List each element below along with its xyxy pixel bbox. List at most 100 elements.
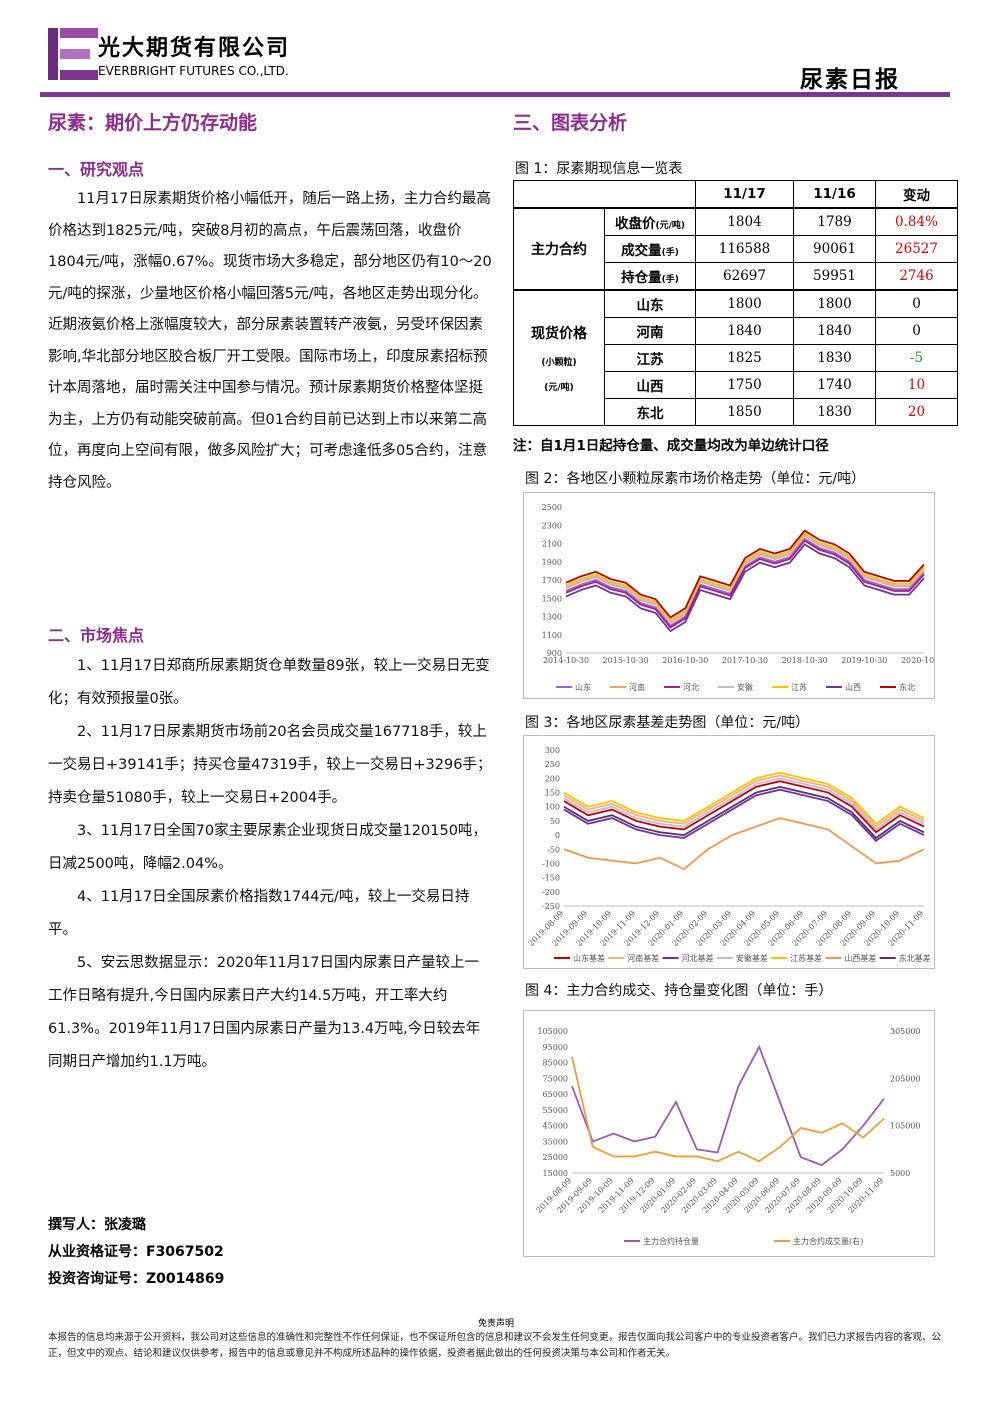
chart: 900 1100 1300 1500 1700 1900 2100 2300 2500 2014-…	[523, 492, 935, 699]
cell: 1740	[793, 371, 876, 399]
y-tick-label: 75000	[543, 1074, 568, 1083]
company-cn: 光大期货有限公司	[98, 36, 291, 61]
cell: 90061	[793, 235, 876, 263]
x-tick-label: 2018-10-30	[782, 656, 828, 665]
chart: 15000 25000 35000 45000 55000 65000 75000 85000…	[523, 1010, 935, 1257]
paragraph: 5、安云思数据显示：2020年11月17日国内尿素日产量较上一工作日略有提升,今…	[48, 955, 481, 1070]
y-tick-label: 50	[550, 817, 560, 826]
y-tick-label: 150	[545, 789, 560, 798]
logo	[48, 28, 98, 80]
legend-label: 河北	[683, 682, 699, 692]
legend-label: 山西	[845, 682, 861, 692]
table-note: 注：自1月1日起持仓量、成交量均改为单边统计口径	[513, 438, 829, 454]
series-line	[563, 777, 925, 831]
paragraph: 2、11月17日尿素期货市场前20名会员成交量167718手，较上一交易日+39…	[48, 724, 492, 806]
cell: 1840	[793, 317, 876, 345]
cell: 1830	[793, 344, 876, 372]
row-label: 持仓量(手)	[604, 262, 696, 291]
row-name: 东北	[636, 406, 664, 422]
cell: 116588	[694, 235, 795, 263]
cell: 1750	[694, 371, 795, 399]
table-row: 现货价格 (小颗粒) (元/吨) 山东 1800 1800 0	[513, 289, 958, 426]
legend-label: 安徽	[737, 682, 753, 692]
y-tick-label: 250	[545, 760, 560, 769]
group-label: 主力合约	[513, 207, 605, 291]
series-line	[565, 532, 925, 622]
report-name: 尿素日报	[800, 67, 900, 93]
legend-label: 江苏	[791, 682, 807, 692]
y-tick-label: -50	[547, 845, 560, 854]
author-line: 投资咨询证号：Z0014869	[48, 1271, 225, 1287]
series-line	[563, 785, 925, 840]
cell: 0	[875, 289, 958, 318]
y-tick-label: 15000	[543, 1169, 568, 1178]
table-row: 河南 1840 1840 0	[514, 317, 958, 345]
row-unit: (手)	[661, 248, 679, 258]
y-tick-label: -250	[542, 902, 560, 911]
row-name: 持仓量	[621, 270, 662, 286]
y-tick-label: -150	[542, 874, 560, 883]
row-name: 山西	[636, 379, 664, 395]
y-tick-label: 2300	[542, 521, 562, 530]
legend-label: 江苏基差	[790, 953, 822, 963]
row-unit: (元/吨)	[655, 221, 685, 231]
cell: -5	[875, 344, 958, 372]
headline: 尿素：期价上方仍存动能	[48, 112, 258, 134]
legend-label: 河北基差	[682, 953, 714, 963]
y-tick-label: 0	[555, 831, 560, 840]
legend-label: 主力合约成交量(右)	[793, 1236, 863, 1246]
paragraph: 4、11月17日全国尿素价格指数1744元/吨，较上一交易日持平。	[48, 889, 470, 938]
y2-tick-label: 305000	[890, 1027, 921, 1036]
y-tick-label: 1500	[542, 594, 562, 603]
y-tick-label: 105000	[537, 1027, 568, 1036]
group-sublabel: (元/吨)	[544, 383, 574, 393]
row-name: 山东	[636, 298, 664, 314]
series-line	[563, 788, 925, 842]
row-label: 山东	[604, 289, 696, 318]
cell: 1825	[694, 344, 795, 372]
series-line	[565, 534, 925, 624]
y-tick-label: 85000	[543, 1059, 568, 1068]
analysis-title: 三、图表分析	[513, 112, 628, 134]
x-tick-label: 2016-10-30	[662, 656, 708, 665]
cell: 1840	[694, 317, 795, 345]
table-row: 山西 1750 1740 10	[514, 371, 958, 399]
series-line	[565, 535, 925, 625]
section-title: 二、市场焦点	[48, 626, 145, 645]
series-line	[565, 537, 925, 627]
row-label: 山西	[604, 371, 696, 399]
y-tick-label: 200	[545, 774, 560, 783]
paragraph: 1、11月17日郑商所尿素期货仓单数量89张，较上一交易日无变化；有效预报量0张…	[48, 658, 490, 707]
cell: 1789	[793, 207, 876, 236]
y-tick-label: 2500	[542, 503, 562, 512]
y-tick-label: -100	[542, 859, 560, 868]
header-cell: 11/17	[694, 180, 795, 209]
y-tick-label: 900	[547, 649, 562, 658]
header-cell: 变动	[875, 180, 958, 209]
series-line	[565, 539, 925, 629]
cell: 26527	[875, 235, 958, 263]
y-tick-label: 45000	[543, 1122, 568, 1131]
author-line: 撰写人：张凌璐	[48, 1217, 146, 1233]
row-label: 江苏	[604, 344, 696, 372]
y-tick-label: 95000	[543, 1043, 568, 1052]
cell: 2746	[875, 262, 958, 291]
row-label: 东北	[604, 398, 696, 426]
y2-tick-label: 205000	[890, 1074, 921, 1083]
figure-caption: 图 2：各地区小颗粒尿素市场价格走势（单位：元/吨）	[525, 471, 866, 487]
x-tick-label: 2015-10-30	[603, 656, 649, 665]
table-row: 东北 1850 1830 20	[514, 398, 958, 426]
table-row: 主力合约 收盘价(元/吨) 1804 1789 0.84%	[513, 207, 958, 291]
series-line	[571, 1056, 885, 1163]
y2-tick-label: 5000	[890, 1169, 910, 1178]
chart: -250-200-150-100-50050100150200250300201…	[523, 735, 935, 969]
legend-label: 山东	[575, 682, 591, 692]
y-tick-label: 1100	[542, 631, 562, 640]
row-name: 成交量	[621, 243, 662, 259]
row-label: 河南	[604, 317, 696, 345]
info-table: 11/17 11/16 变动 主力合约 收盘价(元/吨) 1804 1789 0.84% 成交量…	[513, 180, 958, 426]
row-name: 江苏	[636, 352, 664, 368]
y-tick-label: 100	[545, 803, 560, 812]
cell: 0	[875, 317, 958, 345]
